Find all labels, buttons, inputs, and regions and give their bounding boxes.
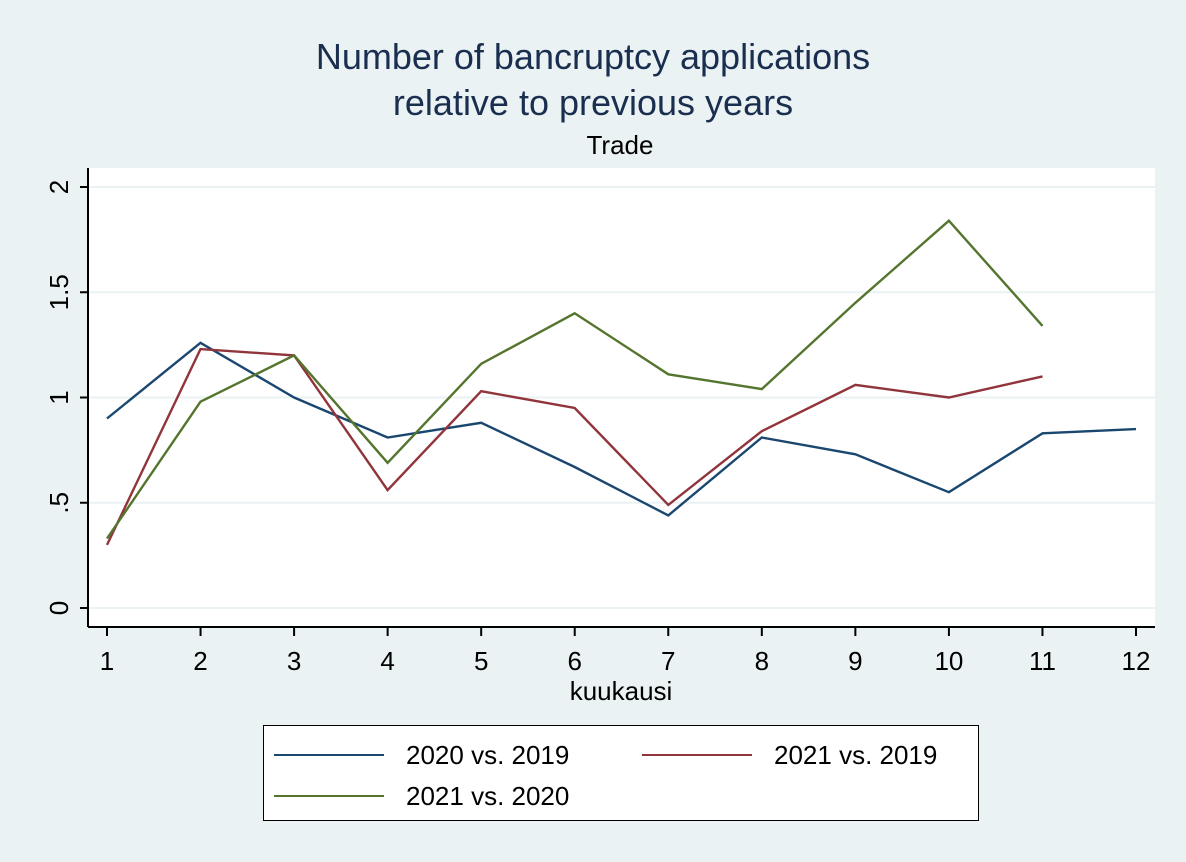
- x-tick-label: 7: [661, 646, 675, 676]
- chart-title: Number of bancruptcy applications relati…: [0, 34, 1186, 126]
- legend-swatch-2020-vs-2019: [274, 754, 384, 756]
- x-tick-label: 9: [848, 646, 862, 676]
- legend-swatch-2021-vs-2020: [274, 795, 384, 797]
- x-tick-label: 12: [1122, 646, 1151, 676]
- legend-label: 2020 vs. 2019: [406, 739, 570, 770]
- legend-label: 2021 vs. 2019: [774, 739, 938, 770]
- y-tick-label: 2: [44, 180, 74, 194]
- x-tick-label: 2: [193, 646, 207, 676]
- chart-title-line-1: Number of bancruptcy applications: [315, 36, 871, 77]
- x-tick-label: 10: [934, 646, 963, 676]
- x-tick-label: 6: [567, 646, 581, 676]
- chart-title-line-2: relative to previous years: [392, 82, 794, 123]
- y-tick-label: .5: [44, 492, 74, 514]
- chart-subtitle: Trade: [586, 130, 654, 160]
- legend-swatch-2021-vs-2019: [642, 754, 752, 756]
- grid-lines: [88, 186, 1155, 609]
- series-line-2021-vs-2020: [106, 219, 1044, 540]
- legend-label: 2021 vs. 2020: [406, 780, 570, 811]
- x-tick-label: 4: [380, 646, 394, 676]
- y-tick-label: 1: [44, 390, 74, 404]
- line-chart: 0.511.52 1 2 3 4 5 6 7 8 9 10 11 12 kuukausi: [44, 168, 1155, 706]
- legend-item-2021-vs-2020: 2021 vs. 2020: [274, 780, 569, 812]
- x-axis-title: kuukausi: [570, 676, 673, 706]
- legend-item-2021-vs-2019: 2021 vs. 2019: [642, 739, 937, 771]
- series-line-2021-vs-2019: [105, 347, 1043, 546]
- x-ticks: 1 2 3 4 5 6 7 8 9 10 11 12: [100, 627, 1151, 676]
- y-tick-label: 0: [44, 601, 74, 615]
- y-tick-label: 1.5: [44, 274, 74, 310]
- x-tick-label: 11: [1029, 646, 1056, 676]
- x-tick-label: 3: [287, 646, 301, 676]
- series-line-2020-vs-2019: [106, 341, 1137, 517]
- legend-item-2020-vs-2019: 2020 vs. 2019: [274, 739, 569, 771]
- y-ticks: 0 .5 1 1.5 2: [44, 180, 88, 615]
- x-tick-label: 8: [755, 646, 769, 676]
- series-lines: [105, 219, 1137, 546]
- x-tick-label: 1: [100, 646, 114, 676]
- legend: 2020 vs. 2019 2021 vs. 2019 2021 vs. 202…: [263, 725, 979, 821]
- x-tick-label: 5: [474, 646, 488, 676]
